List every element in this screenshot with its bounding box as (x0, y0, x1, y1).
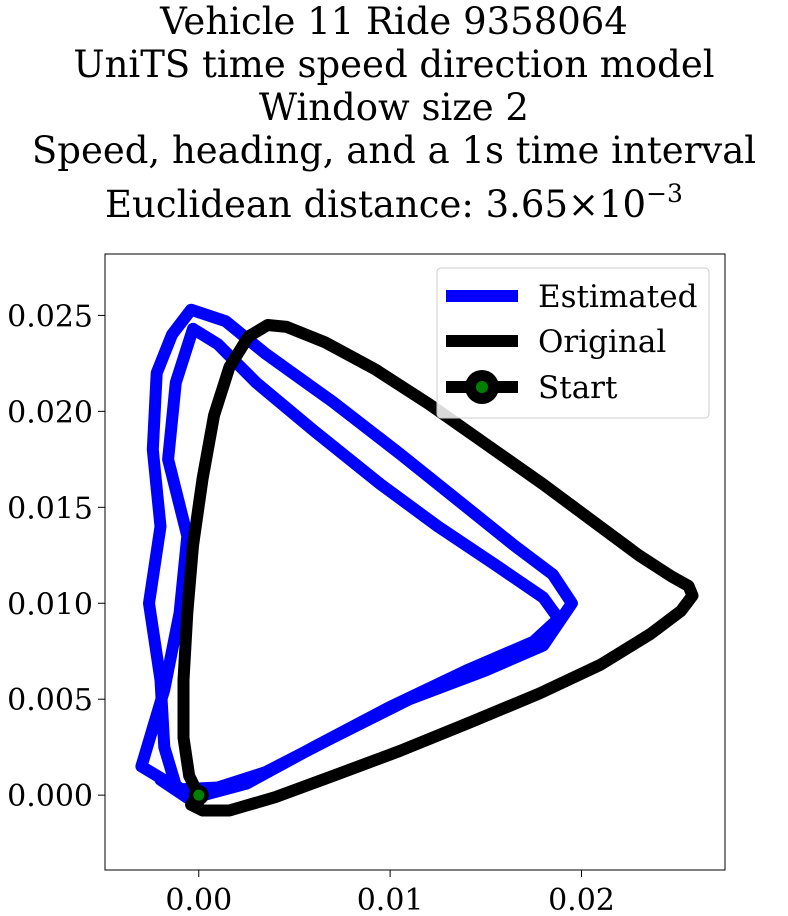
x-tick-label: 0.00 (165, 883, 232, 916)
start-marker (193, 789, 205, 801)
x-tick-label: 0.02 (548, 883, 615, 916)
chart-title: Vehicle 11 Ride 9358064 UniTS time speed… (0, 0, 788, 226)
plot-frame (104, 253, 726, 871)
legend-label-original: Original (538, 324, 666, 360)
y-tick-label: 0.000 (7, 779, 93, 814)
y-tick-label: 0.005 (7, 683, 93, 718)
distance-base: 10 (599, 183, 647, 226)
series-line-original (177, 319, 699, 817)
legend-marker-start (476, 381, 488, 393)
legend-label-estimated: Estimated (538, 279, 697, 315)
axes-layer: 0.00 0.01 0.02 0.000 0.005 0.010 0.015 0.020 0.0… (7, 299, 615, 916)
title-line-3: Window size 2 (259, 86, 529, 129)
distance-exponent: −3 (646, 179, 683, 208)
distance-times: × (568, 183, 600, 226)
distance-mantissa: 3.65 (485, 183, 568, 226)
x-tick-label: 0.01 (357, 883, 424, 916)
title-line-2: UniTS time speed direction model (73, 43, 715, 86)
legend: Estimated Original Start (436, 267, 710, 419)
y-tick-label: 0.015 (7, 491, 93, 526)
y-tick-label: 0.020 (7, 395, 93, 430)
title-line-4: Speed, heading, and a 1s time interval (31, 129, 757, 172)
title-line-1: Vehicle 11 Ride 9358064 (160, 0, 628, 43)
legend-box (436, 267, 710, 419)
series-layer (135, 303, 699, 817)
title-line-5: Euclidean distance: 3.65×10−3 (0, 172, 788, 226)
y-tick-label: 0.010 (7, 587, 93, 622)
y-tick-label: 0.025 (7, 299, 93, 334)
distance-label: Euclidean distance: (105, 183, 486, 226)
legend-label-start: Start (538, 370, 618, 406)
